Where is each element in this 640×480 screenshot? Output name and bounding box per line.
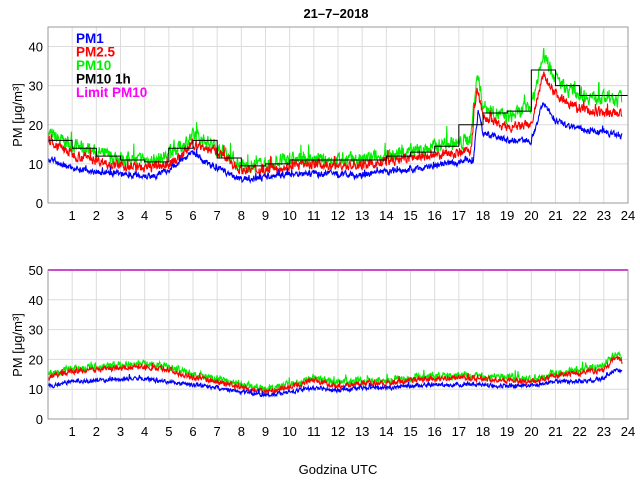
y-tick-label: 40 xyxy=(29,293,43,308)
x-tick-label: 2 xyxy=(93,424,100,439)
axes-box xyxy=(47,26,629,204)
y-tick-label: 50 xyxy=(29,263,43,278)
y-tick-label: 30 xyxy=(29,79,43,94)
plot-top: 1 2 3 4 5 6 7 8 9 10 11 12 13 14 15 16 17 18 19 20 21 22 23 240… xyxy=(29,26,635,223)
x-tick-label: 8 xyxy=(238,424,245,439)
x-tick-label: 19 xyxy=(500,208,514,223)
x-tick-label: 21 xyxy=(548,208,562,223)
x-tick-label: 10 xyxy=(282,208,296,223)
legend-entry: PM10 xyxy=(76,58,111,73)
y-tick-label: 20 xyxy=(29,118,43,133)
x-tick-label: 14 xyxy=(379,424,393,439)
legend-entry: PM10 1h xyxy=(76,72,131,87)
x-tick-label: 4 xyxy=(141,424,148,439)
x-tick-label: 13 xyxy=(355,424,369,439)
chart-title: 21–7–2018 xyxy=(303,6,368,21)
series-pm10-1h-step-line xyxy=(48,69,628,167)
x-tick-label: 3 xyxy=(117,424,124,439)
y-tick-label: 40 xyxy=(29,40,43,55)
x-tick-label: 5 xyxy=(165,208,172,223)
x-tick-label: 2 xyxy=(93,208,100,223)
x-tick-label: 6 xyxy=(189,424,196,439)
x-tick-label: 20 xyxy=(524,424,538,439)
x-tick-label: 19 xyxy=(500,424,514,439)
x-tick-label: 12 xyxy=(331,424,345,439)
x-tick-label: 6 xyxy=(189,208,196,223)
x-tick-label: 16 xyxy=(427,424,441,439)
x-tick-label: 9 xyxy=(262,208,269,223)
x-tick-label: 17 xyxy=(452,424,466,439)
x-tick-label: 3 xyxy=(117,208,124,223)
series-pm25-line xyxy=(47,71,623,178)
x-tick-label: 11 xyxy=(307,208,321,223)
x-tick-label: 17 xyxy=(452,208,466,223)
y-tick-label: 10 xyxy=(29,382,43,397)
x-tick-label: 14 xyxy=(379,208,393,223)
x-tick-label: 13 xyxy=(355,208,369,223)
legend-entry: PM1 xyxy=(76,31,104,46)
x-tick-label: 1 xyxy=(69,424,76,439)
x-tick-label: 23 xyxy=(597,424,611,439)
x-tick-label: 7 xyxy=(214,424,221,439)
bottom-y-axis-label: PM [μg/m³] xyxy=(10,313,25,377)
x-tick-label: 5 xyxy=(165,424,172,439)
x-tick-label: 11 xyxy=(307,424,321,439)
x-tick-label: 15 xyxy=(403,208,417,223)
x-tick-label: 7 xyxy=(214,208,221,223)
series-pm1-line xyxy=(47,367,623,398)
x-tick-label: 22 xyxy=(572,208,586,223)
x-tick-label: 20 xyxy=(524,208,538,223)
top-y-axis-label: PM [μg/m³] xyxy=(10,83,25,147)
y-tick-label: 20 xyxy=(29,352,43,367)
series-pm1-line xyxy=(47,101,623,184)
y-tick-label: 0 xyxy=(36,412,43,427)
x-tick-label: 9 xyxy=(262,424,269,439)
x-tick-label: 12 xyxy=(331,208,345,223)
x-tick-label: 24 xyxy=(621,424,635,439)
x-tick-label: 1 xyxy=(69,208,76,223)
y-tick-label: 0 xyxy=(36,196,43,211)
x-tick-label: 24 xyxy=(621,208,635,223)
x-tick-label: 15 xyxy=(403,424,417,439)
axes-box xyxy=(47,269,629,420)
y-tick-label: 30 xyxy=(29,323,43,338)
x-tick-label: 8 xyxy=(238,208,245,223)
y-tick-label: 10 xyxy=(29,157,43,172)
legend-entry: Limit PM10 xyxy=(76,85,147,100)
x-tick-label: 16 xyxy=(427,208,441,223)
legend-entry: PM2.5 xyxy=(76,45,116,60)
x-tick-label: 4 xyxy=(141,208,148,223)
x-tick-label: 18 xyxy=(476,208,490,223)
x-axis-label: Godzina UTC xyxy=(299,462,378,477)
x-tick-label: 22 xyxy=(572,424,586,439)
x-tick-label: 21 xyxy=(548,424,562,439)
x-tick-label: 18 xyxy=(476,424,490,439)
x-tick-label: 23 xyxy=(597,208,611,223)
plot-bottom: 1 2 3 4 5 6 7 8 9 10 11 12 13 14 15 16 17 18 19 20 21 22 23 240… xyxy=(29,263,636,439)
series-pm25-line xyxy=(47,355,623,396)
x-tick-label: 10 xyxy=(282,424,296,439)
